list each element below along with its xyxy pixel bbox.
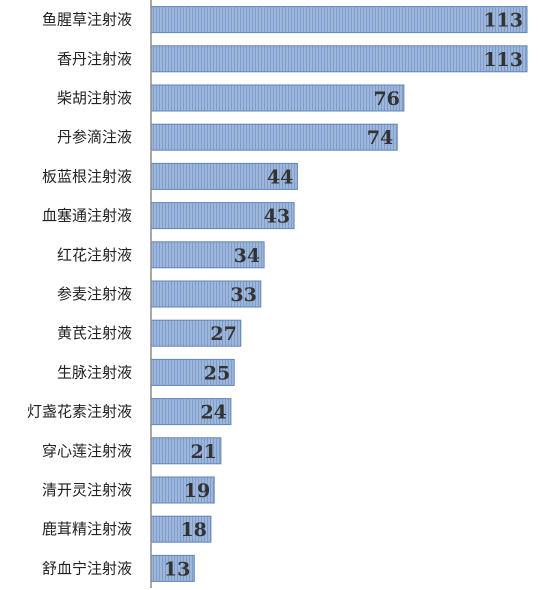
category-label: 参麦注射液 bbox=[57, 285, 132, 303]
value-label: 19 bbox=[184, 480, 210, 502]
bar bbox=[150, 45, 528, 73]
category-label: 鱼腥草注射液 bbox=[42, 11, 132, 29]
category-label: 清开灵注射液 bbox=[42, 481, 132, 499]
bar bbox=[150, 241, 265, 269]
value-label: 13 bbox=[164, 558, 190, 580]
bar bbox=[150, 515, 212, 543]
category-label: 穿心莲注射液 bbox=[42, 442, 132, 460]
value-label: 33 bbox=[230, 284, 256, 306]
category-label: 香丹注射液 bbox=[57, 50, 132, 68]
value-label: 113 bbox=[483, 49, 523, 71]
bar bbox=[150, 6, 528, 34]
bar bbox=[150, 162, 298, 190]
category-label: 红花注射液 bbox=[57, 246, 132, 264]
value-label: 24 bbox=[200, 402, 226, 424]
category-label: 生脉注射液 bbox=[57, 363, 132, 381]
value-label: 21 bbox=[190, 441, 216, 463]
category-label: 血塞通注射液 bbox=[42, 207, 132, 225]
category-labels: 鱼腥草注射液香丹注射液柴胡注射液丹参滴注液板蓝根注射液血塞通注射液红花注射液参麦… bbox=[27, 11, 132, 578]
value-label: 27 bbox=[210, 323, 236, 345]
value-label: 113 bbox=[483, 10, 523, 32]
value-label: 18 bbox=[180, 519, 206, 541]
bar bbox=[150, 358, 235, 386]
value-label: 76 bbox=[373, 88, 399, 110]
category-label: 舒血宁注射液 bbox=[42, 559, 132, 577]
bar bbox=[150, 84, 405, 112]
bar bbox=[150, 398, 232, 426]
bar bbox=[150, 476, 215, 504]
value-label: 74 bbox=[367, 127, 393, 149]
bar bbox=[150, 437, 222, 465]
category-label: 灯盏花素注射液 bbox=[27, 403, 132, 421]
value-label: 25 bbox=[204, 362, 230, 384]
value-label: 34 bbox=[234, 245, 260, 267]
bar bbox=[150, 123, 398, 151]
category-label: 黄芪注射液 bbox=[57, 324, 132, 342]
category-label: 柴胡注射液 bbox=[57, 89, 132, 107]
value-label: 44 bbox=[267, 166, 293, 188]
category-label: 鹿茸精注射液 bbox=[42, 520, 132, 538]
bars-layer bbox=[150, 6, 528, 582]
category-label: 丹参滴注液 bbox=[57, 128, 132, 146]
value-label: 43 bbox=[264, 206, 290, 228]
bar bbox=[150, 554, 195, 582]
category-label: 板蓝根注射液 bbox=[42, 167, 132, 185]
